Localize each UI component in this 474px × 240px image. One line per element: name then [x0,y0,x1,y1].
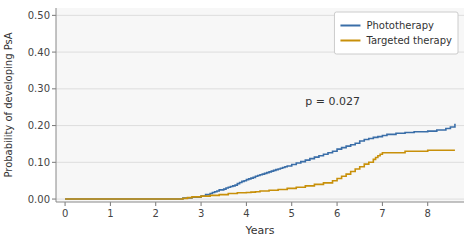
x-tick [201,202,202,206]
grid-line [56,88,464,89]
plot-background [56,8,464,202]
annotation: p = 0.027 [305,95,360,108]
y-tick [52,52,56,53]
series-group [65,124,455,199]
y-tick [52,199,56,200]
series-line [65,150,455,199]
y-tick [52,88,56,89]
x-tick [65,202,66,206]
x-tick [110,202,111,206]
x-tick-label: 3 [198,208,204,219]
x-tick-label: 5 [289,208,295,219]
y-axis-line [56,8,57,202]
x-tick-label: 8 [425,208,431,219]
y-tick [52,125,56,126]
x-tick-label: 1 [107,208,113,219]
x-tick-label: 2 [153,208,159,219]
x-tick-label: 6 [334,208,340,219]
x-tick [427,202,428,206]
x-tick-label: 0 [62,208,68,219]
x-tick [155,202,156,206]
grid-line [56,125,464,126]
y-axis: 0.00 0.10 0.20 0.30 0.40 0.50 [28,10,464,205]
legend-box [334,12,458,54]
legend-label: Targeted therapy [365,35,452,46]
x-axis-line [56,202,464,203]
legend: Phototherapy Targeted therapy [334,12,458,54]
x-tick-label: 4 [243,208,249,219]
legend-swatch [340,40,360,42]
series-line [65,124,455,199]
legend-swatch [340,25,360,27]
x-tick [382,202,383,206]
y-tick [52,162,56,163]
y-axis-label: Probability of developing PsA [3,32,14,177]
legend-label: Phototherapy [366,20,434,31]
chart: 0.00 0.10 0.20 0.30 0.40 0.50 0 1 2 3 4 5 6 7 8 Years Pr… [0,0,474,240]
y-tick-label: 0.20 [28,120,50,131]
y-tick-label: 0.30 [28,83,50,94]
x-tick [337,202,338,206]
x-tick [291,202,292,206]
y-tick-label: 0.50 [28,10,50,21]
grid-line [56,162,464,163]
y-tick [52,15,56,16]
y-tick-label: 0.40 [28,47,50,58]
y-tick-label: 0.10 [28,157,50,168]
x-tick [246,202,247,206]
x-axis-label: Years [244,224,274,237]
x-axis: 0 1 2 3 4 5 6 7 8 [62,202,431,219]
x-tick-label: 7 [379,208,385,219]
y-tick-label: 0.00 [28,194,50,205]
